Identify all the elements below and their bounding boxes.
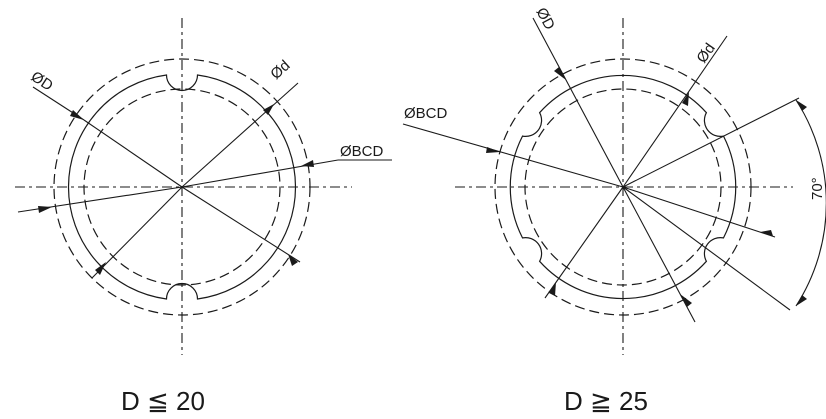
left-BCD-label: ØBCD [340, 143, 384, 160]
right-view: ØD Ød ØBCD 70° D ≧ 25 [402, 5, 826, 416]
left-view: ØD Ød ØBCD D ≦ 20 [15, 18, 392, 416]
left-d-label: Ød [267, 57, 293, 83]
left-d-leader [181, 82, 299, 188]
right-caption: D ≧ 25 [564, 386, 648, 416]
right-angle-line-upper [622, 97, 800, 188]
left-D-label: ØD [28, 68, 56, 95]
right-inner-dashed-circle [524, 88, 722, 286]
right-d-leader [622, 35, 728, 188]
right-BCD-label: ØBCD [404, 105, 448, 122]
left-inner-dashed-circle [83, 88, 281, 286]
right-angle-line-lower [622, 186, 791, 311]
right-D-leader [532, 17, 624, 188]
right-BCD-leader [402, 123, 624, 188]
right-angle-label: 70° [809, 177, 826, 200]
right-d-label: Ød [693, 40, 718, 66]
right-outer-dashed-circle [494, 58, 752, 316]
left-caption: D ≦ 20 [121, 386, 205, 416]
right-D-label: ØD [532, 5, 558, 33]
left-outer-dashed-circle [53, 58, 311, 316]
right-angle-arc [795, 99, 826, 307]
right-solid-outline [509, 74, 737, 300]
left-solid-outline [67, 74, 297, 300]
